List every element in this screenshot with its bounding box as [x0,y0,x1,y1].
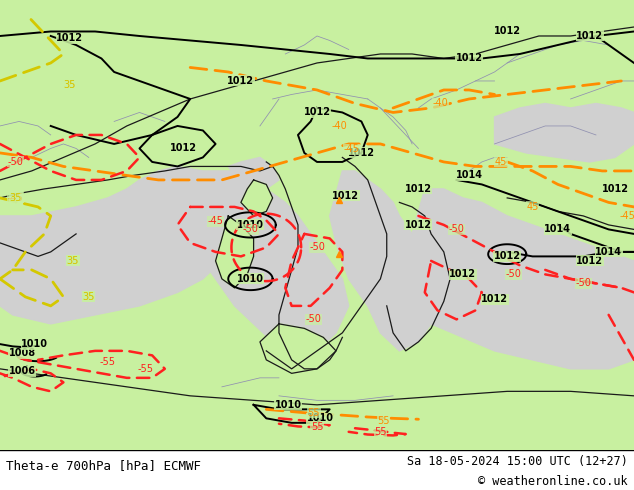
Text: 1010: 1010 [307,414,333,423]
Text: -50: -50 [242,224,259,234]
Text: 1010: 1010 [237,274,264,284]
Text: 1014: 1014 [595,247,622,257]
Polygon shape [0,167,266,324]
Text: 1012: 1012 [456,53,482,64]
Text: 1008: 1008 [9,348,36,358]
Text: 1012: 1012 [228,76,254,86]
Text: -40: -40 [433,98,448,108]
Text: -55: -55 [138,364,154,374]
Text: 35: 35 [63,80,76,91]
Text: 35: 35 [82,292,95,302]
Text: 45: 45 [526,202,539,212]
Text: 35: 35 [10,193,22,203]
Text: 1012: 1012 [576,31,603,41]
Text: 1012: 1012 [450,270,476,279]
Text: 1012: 1012 [304,107,330,118]
Polygon shape [241,180,273,216]
Text: -45: -45 [344,145,360,154]
Text: -45: -45 [207,216,224,226]
Text: 55: 55 [377,416,390,426]
Text: -50: -50 [309,243,325,252]
Text: 1006: 1006 [9,366,36,376]
Text: 1012: 1012 [405,220,432,230]
Text: -45: -45 [619,211,634,221]
Text: Theta-e 700hPa [hPa] ECMWF: Theta-e 700hPa [hPa] ECMWF [6,460,202,472]
Text: 45: 45 [495,157,507,167]
Text: 1012: 1012 [348,148,375,158]
Text: -50: -50 [575,278,592,289]
Text: 35: 35 [67,256,79,266]
Text: 1012: 1012 [56,33,83,43]
Text: 35: 35 [67,256,79,266]
Text: -50: -50 [8,157,24,167]
Text: 1014: 1014 [456,171,482,180]
Text: 1010: 1010 [275,400,302,410]
Polygon shape [209,171,349,351]
Text: -50: -50 [505,270,522,279]
Text: 1012: 1012 [602,184,628,194]
Text: -50: -50 [448,224,465,234]
Text: Sa 18-05-2024 15:00 UTC (12+27): Sa 18-05-2024 15:00 UTC (12+27) [407,455,628,468]
Text: 55: 55 [374,427,387,437]
Polygon shape [330,171,431,351]
Polygon shape [260,324,336,373]
Text: 55: 55 [311,422,323,432]
Text: 1010: 1010 [237,220,264,230]
Text: 35: 35 [63,80,76,91]
Text: 55: 55 [307,408,320,418]
Polygon shape [495,103,634,162]
Text: -50: -50 [306,315,322,324]
Text: 1012: 1012 [481,294,508,304]
Text: -45: -45 [8,193,24,203]
Text: 1014: 1014 [545,224,571,234]
Text: -55: -55 [100,357,116,367]
Text: 1012: 1012 [576,256,603,266]
Polygon shape [228,157,279,189]
Text: 1012: 1012 [494,26,521,36]
Text: © weatheronline.co.uk: © weatheronline.co.uk [478,475,628,488]
Polygon shape [216,216,254,288]
Text: 1012: 1012 [171,144,197,153]
Text: 1012: 1012 [405,184,432,194]
Polygon shape [399,189,634,369]
Text: -40: -40 [332,121,347,131]
Text: 1012: 1012 [332,191,359,201]
Text: 1012: 1012 [494,251,521,261]
Text: 1010: 1010 [22,339,48,349]
Text: 35: 35 [82,292,95,302]
